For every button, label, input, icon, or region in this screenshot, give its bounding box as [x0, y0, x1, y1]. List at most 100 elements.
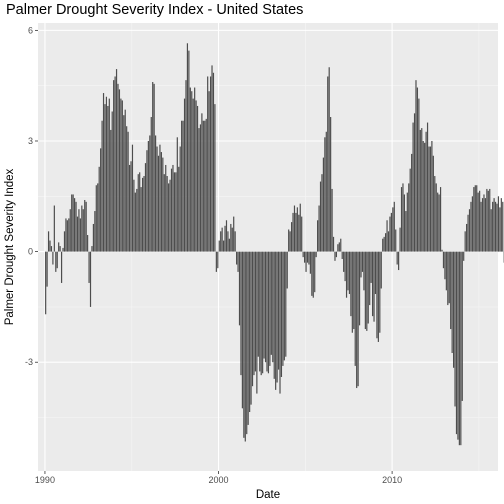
bar	[484, 198, 487, 252]
bar	[153, 83, 155, 252]
bar	[424, 142, 426, 252]
bar	[395, 229, 397, 252]
bar	[402, 183, 404, 252]
bar	[72, 194, 74, 252]
bar	[311, 251, 313, 296]
bar	[447, 251, 449, 306]
bar	[189, 87, 191, 252]
bar	[120, 98, 122, 252]
bar	[263, 251, 265, 359]
bar	[309, 251, 311, 274]
bar	[234, 231, 236, 252]
bar	[224, 225, 226, 252]
bar	[283, 251, 285, 361]
bar	[220, 231, 222, 252]
bar	[267, 251, 270, 374]
bar	[74, 198, 76, 252]
bar	[118, 89, 121, 252]
bar	[247, 251, 249, 425]
bar	[490, 209, 492, 252]
bar	[419, 129, 421, 252]
bar	[290, 222, 293, 252]
bar	[385, 233, 387, 252]
bar	[348, 251, 351, 295]
bar	[256, 251, 258, 394]
bar	[47, 231, 50, 252]
bar	[499, 207, 501, 252]
bar	[228, 238, 230, 252]
bar	[334, 251, 336, 261]
bar	[182, 120, 184, 252]
bar	[379, 251, 381, 333]
bar	[319, 181, 322, 252]
bar	[212, 72, 215, 252]
bar	[95, 185, 97, 252]
bar	[257, 251, 259, 357]
bar	[325, 131, 327, 252]
bar	[215, 251, 217, 272]
bar	[121, 100, 123, 252]
bar	[471, 196, 473, 252]
bar	[344, 251, 346, 282]
axis-ticks	[35, 29, 393, 474]
bar	[422, 140, 424, 252]
bar	[45, 251, 47, 315]
bar	[279, 251, 281, 394]
bar	[502, 201, 504, 252]
bar	[492, 201, 494, 252]
bar	[172, 164, 174, 252]
bar	[208, 91, 210, 252]
bar	[157, 155, 160, 252]
bar	[299, 203, 301, 252]
bar	[275, 251, 277, 390]
x-axis-title: Date	[256, 489, 280, 501]
bar	[441, 249, 443, 252]
bar	[240, 251, 242, 376]
bar	[221, 227, 223, 252]
bar	[357, 251, 359, 387]
bar	[477, 192, 479, 252]
bar	[293, 205, 296, 252]
bar	[170, 168, 173, 252]
x-tick-label: 1990	[35, 475, 55, 485]
bar	[444, 251, 446, 280]
bar	[115, 69, 118, 252]
bar	[49, 240, 51, 252]
bar	[192, 98, 194, 252]
bar	[306, 251, 309, 263]
bar	[253, 251, 255, 376]
bar	[259, 251, 261, 372]
bar	[205, 118, 207, 252]
bar	[321, 174, 323, 252]
bar	[286, 251, 288, 289]
bar	[144, 163, 147, 252]
bar	[209, 76, 212, 252]
bar	[75, 201, 77, 252]
bar	[497, 196, 500, 252]
bar	[377, 251, 379, 342]
bar	[479, 190, 481, 252]
bar	[214, 104, 216, 252]
bar	[353, 251, 355, 330]
bar	[159, 144, 161, 252]
bar	[380, 251, 382, 289]
bar	[460, 251, 462, 446]
bar	[351, 251, 353, 333]
bar	[450, 251, 452, 330]
bar	[305, 251, 307, 272]
bar	[155, 135, 157, 252]
bar	[201, 113, 203, 252]
bar	[476, 185, 478, 252]
bar	[117, 83, 119, 252]
bar	[98, 166, 100, 252]
bar	[225, 220, 228, 252]
bar	[483, 194, 485, 252]
bar	[405, 211, 407, 252]
bar	[114, 76, 116, 252]
bar	[233, 216, 235, 252]
bar	[273, 251, 275, 379]
bar	[270, 251, 272, 355]
bar	[251, 251, 254, 387]
bar	[416, 87, 419, 252]
bar	[66, 220, 68, 252]
